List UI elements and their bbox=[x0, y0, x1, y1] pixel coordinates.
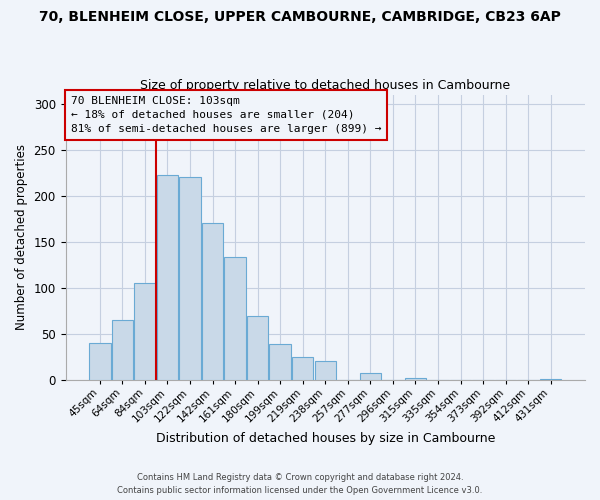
Bar bbox=[247, 316, 268, 380]
Bar bbox=[359, 372, 381, 380]
Y-axis label: Number of detached properties: Number of detached properties bbox=[15, 144, 28, 330]
Title: Size of property relative to detached houses in Cambourne: Size of property relative to detached ho… bbox=[140, 79, 511, 92]
Bar bbox=[405, 378, 426, 380]
Text: 70 BLENHEIM CLOSE: 103sqm
← 18% of detached houses are smaller (204)
81% of semi: 70 BLENHEIM CLOSE: 103sqm ← 18% of detac… bbox=[71, 96, 381, 134]
Bar bbox=[224, 258, 246, 380]
Bar bbox=[134, 283, 155, 380]
Bar bbox=[314, 360, 336, 380]
Bar bbox=[179, 178, 201, 380]
Bar bbox=[157, 174, 178, 380]
Bar bbox=[89, 343, 110, 380]
Bar bbox=[202, 224, 223, 380]
Bar bbox=[112, 320, 133, 380]
Text: 70, BLENHEIM CLOSE, UPPER CAMBOURNE, CAMBRIDGE, CB23 6AP: 70, BLENHEIM CLOSE, UPPER CAMBOURNE, CAM… bbox=[39, 10, 561, 24]
X-axis label: Distribution of detached houses by size in Cambourne: Distribution of detached houses by size … bbox=[155, 432, 495, 445]
Bar bbox=[269, 344, 291, 380]
Bar bbox=[540, 379, 562, 380]
Bar bbox=[292, 357, 313, 380]
Text: Contains HM Land Registry data © Crown copyright and database right 2024.
Contai: Contains HM Land Registry data © Crown c… bbox=[118, 474, 482, 495]
